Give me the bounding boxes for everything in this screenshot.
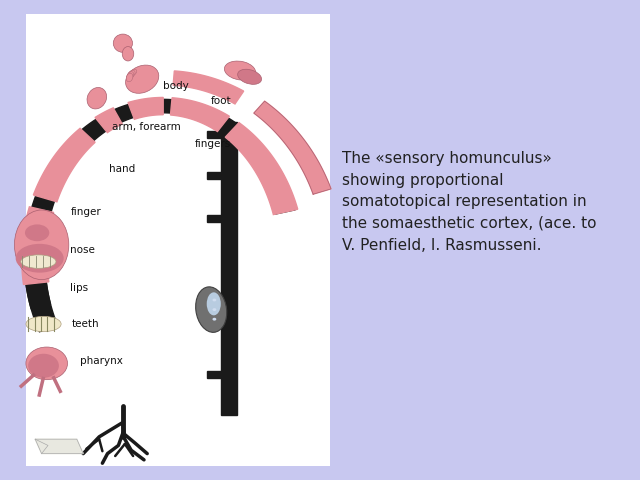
Text: finger: finger [70,207,101,217]
Polygon shape [33,128,95,202]
Text: teeth: teeth [72,319,99,329]
Ellipse shape [25,224,49,241]
Ellipse shape [14,210,69,279]
Ellipse shape [127,72,134,80]
Ellipse shape [15,244,64,273]
Polygon shape [170,98,229,132]
Ellipse shape [126,73,133,82]
Ellipse shape [237,69,262,84]
Polygon shape [24,268,58,332]
Polygon shape [207,131,221,138]
Ellipse shape [127,71,135,78]
Polygon shape [225,122,298,215]
Text: pharynx: pharynx [80,356,123,366]
Ellipse shape [87,87,107,109]
Text: fingers: fingers [195,139,232,149]
Polygon shape [207,215,221,222]
Polygon shape [35,439,83,454]
Polygon shape [207,371,221,378]
Ellipse shape [225,61,255,80]
Text: The «sensory homunculus»
showing proportional
somatotopical representation in
th: The «sensory homunculus» showing proport… [342,151,597,252]
Polygon shape [95,108,122,132]
Polygon shape [221,122,237,415]
Ellipse shape [113,34,132,52]
Ellipse shape [212,299,216,301]
Text: arm, forearm: arm, forearm [112,122,180,132]
Text: foot: foot [211,96,232,106]
Polygon shape [254,101,331,194]
Polygon shape [207,172,221,179]
Polygon shape [22,239,49,285]
Ellipse shape [125,65,159,93]
Ellipse shape [26,347,68,380]
Polygon shape [207,297,221,303]
Polygon shape [128,97,163,119]
Polygon shape [25,207,54,230]
Ellipse shape [196,287,227,332]
Ellipse shape [26,316,61,332]
Ellipse shape [212,308,216,311]
Polygon shape [24,99,295,309]
FancyBboxPatch shape [26,14,330,466]
Ellipse shape [122,47,134,61]
Ellipse shape [20,255,56,268]
Text: body: body [163,82,189,91]
Text: nose: nose [70,245,95,254]
Ellipse shape [207,292,221,315]
Text: hand: hand [109,164,135,174]
Polygon shape [173,71,244,104]
Ellipse shape [212,318,216,321]
Text: lips: lips [70,283,88,293]
Ellipse shape [128,70,137,77]
Ellipse shape [28,354,59,378]
